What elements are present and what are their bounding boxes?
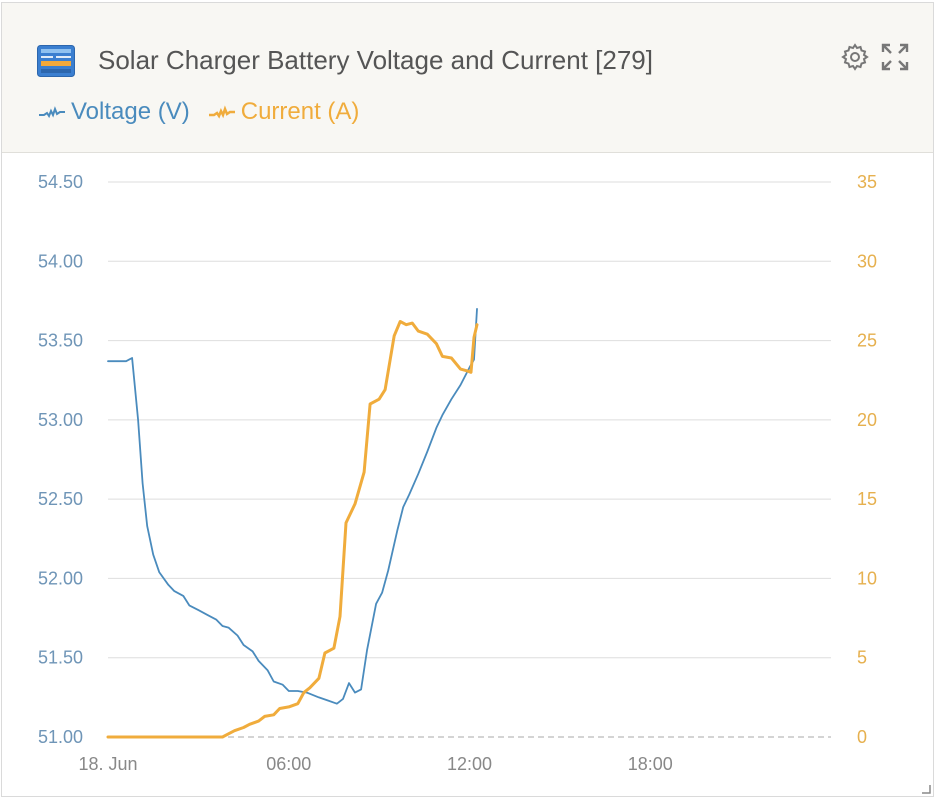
- x-tick-label: 12:00: [447, 754, 492, 774]
- chart-legend: Voltage (V) Current (A): [38, 97, 359, 127]
- resize-handle-icon[interactable]: [922, 785, 931, 794]
- legend-item-current[interactable]: Current (A): [208, 97, 360, 127]
- y-left-tick-label: 52.50: [38, 489, 83, 509]
- legend-item-voltage[interactable]: Voltage (V): [38, 97, 190, 127]
- current-legend-icon: [208, 105, 235, 119]
- current-series-line: [106, 320, 479, 739]
- y-left-tick-label: 51.00: [38, 727, 83, 747]
- y-left-tick-label: 54.00: [38, 251, 83, 271]
- x-tick-label: 06:00: [266, 754, 311, 774]
- y-right-tick-label: 35: [857, 172, 877, 192]
- fullscreen-button[interactable]: [879, 41, 911, 73]
- x-tick-label: 18. Jun: [78, 754, 137, 774]
- widget-title: Solar Charger Battery Voltage and Curren…: [98, 45, 653, 75]
- widget-header: Solar Charger Battery Voltage and Curren…: [2, 3, 933, 153]
- settings-button[interactable]: [839, 41, 871, 73]
- x-tick-label: 18:00: [628, 754, 673, 774]
- solar-charger-device-icon: [37, 45, 75, 77]
- y-left-tick-label: 53.50: [38, 331, 83, 351]
- y-right-tick-label: 20: [857, 410, 877, 430]
- legend-label-current: Current (A): [240, 98, 360, 125]
- y-right-tick-label: 5: [857, 648, 867, 668]
- legend-label-voltage: Voltage (V): [71, 98, 190, 125]
- y-left-tick-label: 53.00: [38, 410, 83, 430]
- y-right-tick-label: 30: [857, 251, 877, 271]
- line-chart[interactable]: 51.00 0 51.50 5 52.00 10 52.50 15 53.00 20 53.50 25…: [2, 153, 934, 797]
- y-right-tick-label: 15: [857, 489, 877, 509]
- voltage-legend-icon: [39, 106, 65, 119]
- y-right-tick-label: 10: [857, 568, 877, 588]
- expand-icon: [881, 43, 909, 71]
- y-right-tick-label: 25: [857, 331, 877, 351]
- voltage-series-line: [107, 307, 478, 705]
- gear-icon: [841, 43, 869, 71]
- y-left-tick-label: 52.00: [38, 568, 83, 588]
- y-left-tick-label: 51.50: [38, 648, 83, 668]
- y-right-tick-label: 0: [857, 727, 867, 747]
- y-left-tick-label: 54.50: [38, 172, 83, 192]
